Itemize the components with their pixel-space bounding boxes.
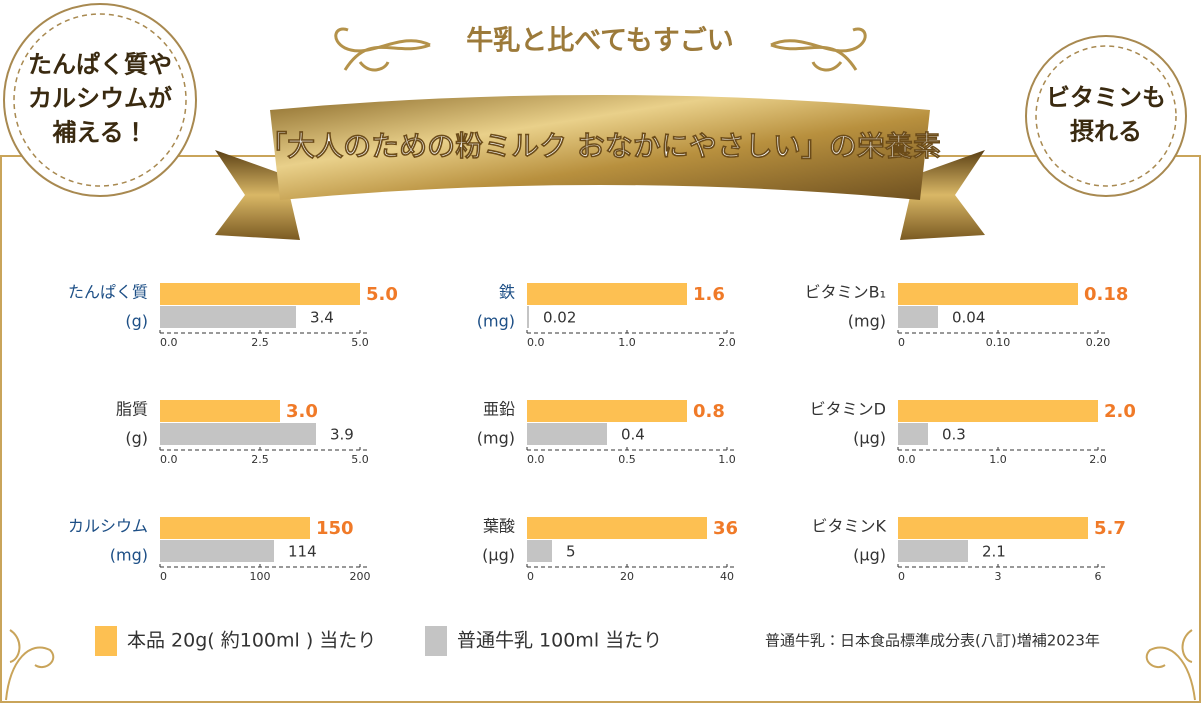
value-label: 0.4 — [621, 426, 645, 444]
value-label: 3.0 — [286, 401, 318, 422]
value-label: 2.0 — [1104, 401, 1136, 422]
value-label: 0.8 — [693, 401, 725, 422]
x-tick-label: 0.0 — [527, 453, 545, 466]
bar — [160, 517, 310, 539]
value-label: 0.3 — [942, 426, 966, 444]
x-tick-label: 0.0 — [160, 453, 178, 466]
bar — [898, 306, 938, 328]
x-tick-label: 5.0 — [351, 453, 369, 466]
chart-title: ビタミンB₁ — [805, 283, 886, 302]
badge-text: カルシウムが — [28, 84, 172, 113]
x-tick-label: 3 — [995, 570, 1002, 583]
badge-text: ビタミンも — [1046, 83, 1166, 112]
x-tick-label: 0.20 — [1086, 336, 1111, 349]
subtitle: 牛乳と比べてもすごい — [466, 25, 734, 57]
value-label: 5.0 — [366, 284, 398, 305]
x-tick-label: 2.5 — [251, 336, 269, 349]
badge-text: たんぱく質や — [28, 50, 172, 79]
bar — [898, 423, 928, 445]
value-label: 0.02 — [543, 309, 576, 327]
x-tick-label: 40 — [720, 570, 734, 583]
chart-title: 鉄 — [499, 283, 515, 302]
legend-label: 本品 20g( 約100ml ) 当たり — [127, 630, 376, 652]
chart-unit: (µg) — [853, 546, 886, 565]
bar — [160, 400, 280, 422]
value-label: 5 — [566, 543, 576, 561]
x-tick-label: 0.0 — [527, 336, 545, 349]
chart-title: 葉酸 — [483, 517, 515, 536]
value-label: 1.6 — [693, 284, 725, 305]
bar — [160, 306, 296, 328]
chart-title: 亜鉛 — [483, 400, 515, 419]
bar — [527, 283, 687, 305]
x-tick-label: 200 — [350, 570, 371, 583]
x-tick-label: 2.5 — [251, 453, 269, 466]
x-tick-label: 0 — [160, 570, 167, 583]
chart-unit: (g) — [125, 429, 148, 448]
bar — [160, 540, 274, 562]
ribbon — [215, 95, 985, 240]
x-tick-label: 0.0 — [160, 336, 178, 349]
x-tick-label: 0.10 — [986, 336, 1011, 349]
x-tick-label: 2.0 — [718, 336, 736, 349]
x-tick-label: 20 — [620, 570, 634, 583]
bar — [898, 283, 1078, 305]
legend-swatch — [425, 626, 447, 656]
x-tick-label: 5.0 — [351, 336, 369, 349]
x-tick-label: 0 — [527, 570, 534, 583]
value-label: 0.04 — [952, 309, 985, 327]
chart-title: 脂質 — [116, 400, 148, 419]
x-tick-label: 1.0 — [989, 453, 1007, 466]
bar — [898, 540, 968, 562]
value-label: 150 — [316, 518, 354, 539]
chart-unit: (mg) — [477, 312, 515, 331]
value-label: 3.9 — [330, 426, 354, 444]
value-label: 114 — [288, 543, 317, 561]
chart-unit: (mg) — [848, 312, 886, 331]
value-label: 5.7 — [1094, 518, 1126, 539]
chart-unit: (µg) — [853, 429, 886, 448]
chart-title: ビタミンD — [810, 400, 886, 419]
chart-unit: (g) — [125, 312, 148, 331]
value-label: 3.4 — [310, 309, 334, 327]
bar — [160, 283, 360, 305]
x-tick-label: 0.0 — [898, 453, 916, 466]
legend-label: 普通牛乳 100ml 当たり — [457, 630, 662, 652]
chart-title: たんぱく質 — [68, 283, 148, 302]
chart-unit: (mg) — [110, 546, 148, 565]
x-tick-label: 0 — [898, 336, 905, 349]
value-label: 0.18 — [1084, 284, 1128, 305]
bar — [898, 517, 1088, 539]
chart-title: カルシウム — [68, 517, 148, 536]
badge-text: 摂れる — [1070, 117, 1142, 146]
corner-ornament — [5, 629, 1196, 701]
x-tick-label: 0.5 — [618, 453, 636, 466]
bar — [898, 400, 1098, 422]
x-tick-label: 1.0 — [718, 453, 736, 466]
bar — [527, 306, 529, 328]
bar — [527, 517, 707, 539]
legend-swatch — [95, 626, 117, 656]
bar — [527, 423, 607, 445]
x-tick-label: 6 — [1095, 570, 1102, 583]
x-tick-label: 2.0 — [1089, 453, 1107, 466]
chart-unit: (µg) — [482, 546, 515, 565]
chart-title: ビタミンK — [812, 517, 887, 536]
x-tick-label: 0 — [898, 570, 905, 583]
badge-circles — [3, 3, 1187, 197]
bar — [527, 400, 687, 422]
value-label: 2.1 — [982, 543, 1006, 561]
chart-unit: (mg) — [477, 429, 515, 448]
value-label: 36 — [713, 518, 738, 539]
swirl — [334, 27, 867, 72]
x-tick-label: 1.0 — [618, 336, 636, 349]
ribbon-title: 「大人のための粉ミルク おなかにやさしい」の栄養素 — [259, 130, 941, 163]
bar — [160, 423, 316, 445]
source-note: 普通牛乳：日本食品標準成分表(八訂)増補2023年 — [765, 632, 1100, 650]
x-tick-label: 100 — [250, 570, 271, 583]
bar — [527, 540, 552, 562]
badge-text: 補える！ — [52, 118, 147, 147]
